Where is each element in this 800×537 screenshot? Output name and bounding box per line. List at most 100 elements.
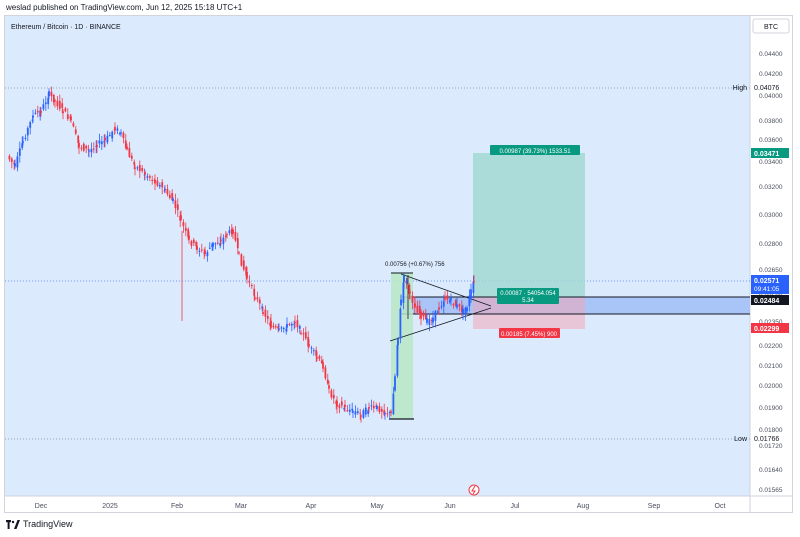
low-value: 0.01766 [754,436,779,443]
candle-body [454,300,457,306]
candle-body [440,306,443,308]
candle-body [384,413,386,415]
candle-body [208,247,211,249]
candle-body [272,325,275,328]
candle-body [285,329,288,331]
price-tick-label: 0.01800 [759,427,783,434]
candle-body [468,295,471,307]
candle-body [36,110,39,113]
candle-body [405,280,408,284]
candle-body [226,234,228,236]
candle-body [354,411,357,415]
candle-body [34,112,37,114]
candle-body [58,101,61,109]
candle-body [364,407,367,415]
publisher-line: weslad published on TradingView.com, Jun… [6,3,243,12]
candle-body [31,119,34,121]
price-tick-label: 0.04000 [759,93,783,100]
chart-frame: Ethereum / Bitcoin · 1D · BINANCE 0.0075… [4,15,793,513]
candle-body [256,297,259,300]
price-tick-label: 0.02800 [759,241,783,248]
candle-body [151,179,154,181]
candle-body [293,323,296,325]
triangle-lower-line [389,307,492,342]
candle-body [188,235,190,240]
chart-svg[interactable]: Ethereum / Bitcoin · 1D · BINANCE 0.0075… [5,16,792,512]
candle-body [126,146,128,150]
candle-body [72,123,75,127]
candle-body [146,176,149,178]
candle-body [298,326,301,329]
currency-button[interactable] [752,18,790,34]
profit-zone[interactable] [473,153,585,297]
candle-body [368,406,370,409]
candle-body [168,194,171,198]
chart-title: Ethereum / Bitcoin · 1D · BINANCE [11,24,121,31]
candle-body [240,254,243,266]
candle-body [154,179,156,184]
candle-body [470,289,472,299]
candle-body [286,323,288,328]
price-tick-label: 0.03800 [759,118,783,125]
candle-body [172,198,174,201]
measure-box[interactable] [391,273,413,419]
high-value: 0.04076 [754,85,779,92]
candle-body [206,252,209,257]
candle-body [80,147,83,149]
price-axis-ticks[interactable]: 0.04400 0.04200 0.04000 0.03800 0.03600 0.034… [759,51,783,494]
candle-body [282,328,285,330]
price-tick-label: 0.04200 [759,71,783,78]
candle-body [250,285,253,287]
candle-body [360,415,362,417]
candle-body [22,141,24,143]
candle-body [106,135,109,143]
currency-label: BTC [764,24,778,31]
time-tick-label: Jul [511,503,520,510]
time-axis-ticks[interactable]: Dec 2025 Feb Mar Apr May Jun Jul Aug Sep Oct [35,503,726,510]
candle-body [411,295,414,303]
candle-body [192,239,195,244]
candle-body [346,410,349,412]
candle-body [473,280,475,282]
candle-body [66,114,69,119]
candle-body [428,319,431,325]
candle-body [458,304,461,307]
candle-body [338,405,341,408]
time-tick-label: Dec [35,503,48,510]
candle-body [29,122,32,128]
candle-body [344,404,346,407]
event-marker-icon[interactable] [468,484,480,496]
candle-body [196,245,198,250]
candle-body [176,204,179,211]
candle-body [50,91,53,97]
candle-body [418,306,421,315]
candle-body [264,309,267,317]
move-label: 0.00756 (+0.67%) 756 [385,262,445,268]
candle-body [180,215,182,220]
candle-body [216,242,219,244]
price-tick-label: 0.02000 [759,383,783,390]
time-tick-label: Mar [235,503,248,510]
candle-body [62,111,64,114]
time-tick-label: Feb [171,503,183,510]
candle-body [296,320,299,328]
candle-body [232,229,234,234]
candle-body [104,137,106,141]
candle-body [138,164,141,172]
price-tick-label: 0.04400 [759,51,783,58]
candle-body [8,155,11,160]
candle-body [200,249,203,251]
candle-body [420,311,422,319]
candle-body [141,168,144,171]
price-tick-label: 0.03200 [759,184,783,191]
candle-body [246,272,248,279]
candle-body [370,405,373,407]
candle-body [24,137,27,139]
candle-body [219,243,222,246]
candle-body [399,308,402,339]
candle-body [130,155,133,159]
candle-body [448,300,451,303]
candle-body [348,409,351,412]
candle-body [352,411,354,413]
ratio-label: 5.34 [522,298,534,304]
